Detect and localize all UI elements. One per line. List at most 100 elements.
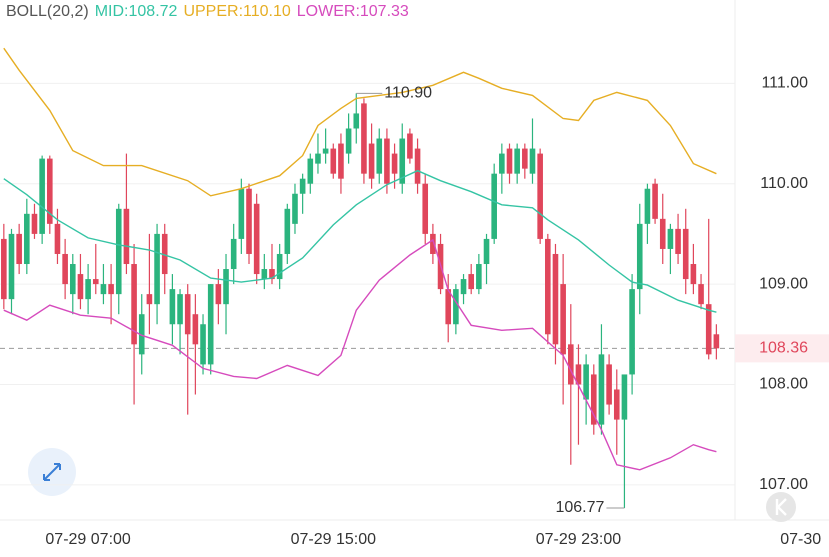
candle-body xyxy=(705,304,712,355)
candle-body xyxy=(39,158,45,234)
indicator-label: BOLL(20,2) xyxy=(6,3,89,20)
candle-body xyxy=(499,153,505,174)
candle-body xyxy=(192,314,199,345)
candle-body xyxy=(69,264,76,295)
kline-icon xyxy=(775,498,787,516)
candle-body xyxy=(16,233,22,265)
y-tick-label: 108.00 xyxy=(759,376,808,393)
candle-body xyxy=(583,364,589,400)
candle-body xyxy=(261,269,268,280)
band-line xyxy=(3,47,717,197)
candle-body xyxy=(391,153,398,174)
candle-body xyxy=(1,238,7,300)
candle-body xyxy=(253,203,260,275)
kline-circle xyxy=(766,492,796,522)
candle-body xyxy=(675,228,681,254)
candle-body xyxy=(483,238,490,265)
legend: BOLL(20,2) MID:108.72 UPPER:110.10 LOWER:1… xyxy=(6,3,409,20)
candle-body xyxy=(636,223,643,290)
legend-label: MID:108.72 xyxy=(95,3,178,20)
legend-label: UPPER:110.10 xyxy=(183,3,290,20)
candle-body xyxy=(146,294,153,305)
candle-body xyxy=(552,253,559,345)
candle-body xyxy=(698,284,704,305)
annotation-label: 106.77 xyxy=(555,499,604,516)
candle-body xyxy=(138,314,145,355)
candle-body xyxy=(606,364,612,405)
candle-body xyxy=(77,274,84,300)
candle-body xyxy=(652,183,658,219)
candle-body xyxy=(690,264,697,285)
candle-body xyxy=(31,213,38,234)
candle-body xyxy=(453,289,459,325)
y-tick-label: 111.00 xyxy=(761,75,808,92)
candle-body xyxy=(476,264,482,290)
candle-body xyxy=(491,173,497,239)
candle-body xyxy=(161,233,168,275)
candle-body xyxy=(8,233,15,300)
candle-body xyxy=(246,188,252,254)
legend-label: LOWER:107.33 xyxy=(297,3,409,20)
candle-body xyxy=(667,228,674,249)
candle-body xyxy=(713,334,720,349)
candle-body xyxy=(529,148,536,174)
candle-body xyxy=(115,208,122,295)
candle-body xyxy=(223,269,229,305)
candle-body xyxy=(407,133,413,159)
candle-body xyxy=(506,148,513,174)
x-tick-label: 07-29 15:00 xyxy=(291,531,377,548)
candle-body xyxy=(613,389,620,420)
x-tick-label: 07-30 xyxy=(780,531,821,548)
candle-body xyxy=(123,208,130,265)
band-line xyxy=(3,169,717,313)
candle-body xyxy=(445,289,452,325)
candle-body xyxy=(468,274,474,290)
candle-body xyxy=(85,279,91,300)
candle-body xyxy=(215,284,222,305)
candle-body xyxy=(284,208,291,254)
candle-body xyxy=(361,103,367,174)
candle-body xyxy=(184,294,191,335)
candle-body xyxy=(24,213,30,265)
candle-body xyxy=(514,148,520,174)
annotation-label: 110.90 xyxy=(384,85,432,102)
y-tick-label: 110.00 xyxy=(760,175,808,192)
candle-body xyxy=(422,183,429,234)
candle-body xyxy=(621,374,628,420)
candle-body xyxy=(598,354,605,425)
y-tick-label: 107.00 xyxy=(759,476,808,493)
candle-body xyxy=(169,289,176,325)
candle-body xyxy=(460,279,467,295)
candle-body xyxy=(47,158,53,224)
candle-body xyxy=(177,294,183,325)
candle-body xyxy=(338,143,344,179)
candle-body xyxy=(299,178,306,194)
candle-body xyxy=(207,284,214,365)
candle-body xyxy=(54,223,61,254)
candle-body xyxy=(590,374,597,425)
candle-body xyxy=(430,233,436,254)
candle-body xyxy=(384,138,390,184)
candle-body xyxy=(230,238,237,270)
kline-button[interactable] xyxy=(766,492,796,522)
x-tick-label: 07-29 07:00 xyxy=(45,531,131,548)
candle-body xyxy=(307,158,314,184)
candle-body xyxy=(567,344,574,385)
candle-body xyxy=(154,233,160,305)
candle-body xyxy=(376,138,383,174)
candle-body xyxy=(92,279,99,285)
candle-body xyxy=(368,143,375,179)
candle-body xyxy=(353,113,360,129)
candle-body xyxy=(575,364,582,385)
current-price-label: 108.36 xyxy=(759,340,808,357)
expand-button[interactable] xyxy=(28,448,76,496)
candle-body xyxy=(315,153,321,164)
candle-body xyxy=(238,188,245,239)
candle-body xyxy=(345,128,352,154)
candle-body xyxy=(522,148,528,169)
candle-body xyxy=(269,269,275,280)
candle-body xyxy=(292,193,298,224)
candle-body xyxy=(322,148,329,154)
